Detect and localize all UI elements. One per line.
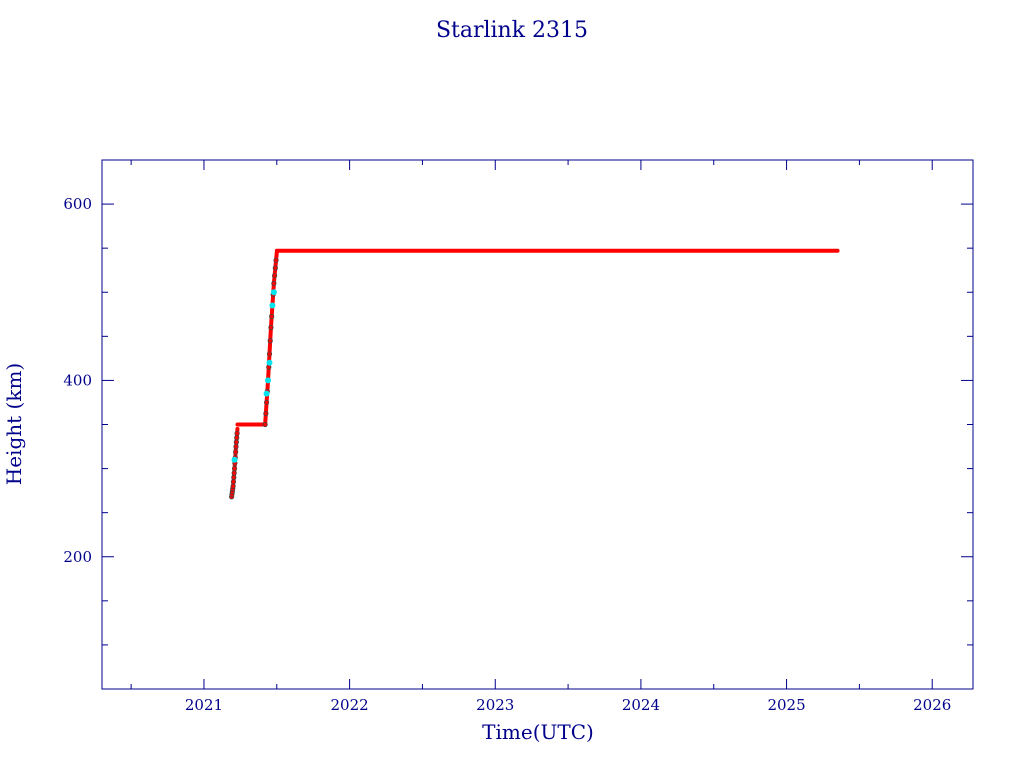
data-point xyxy=(233,449,239,455)
x-tick-label: 2021 xyxy=(185,696,223,714)
data-point xyxy=(233,443,239,450)
axis-ticks xyxy=(102,159,973,690)
tick-labels: 2021 2022 2023 2024 2025 2026 200 400 600 xyxy=(63,195,951,714)
data-point xyxy=(269,313,275,320)
data-point xyxy=(233,439,239,445)
y-tick-label: 600 xyxy=(63,195,92,213)
data-point xyxy=(234,430,240,436)
x-tick-label: 2023 xyxy=(476,696,514,714)
x-tick-label: 2022 xyxy=(331,696,369,714)
data-point xyxy=(234,435,240,441)
y-tick-label: 400 xyxy=(63,371,92,389)
data-point xyxy=(263,410,269,417)
transfer-point xyxy=(263,390,270,397)
x-axis-label: Time(UTC) xyxy=(482,720,594,744)
y-axis-label: Height (km) xyxy=(2,363,26,485)
x-tick-label: 2025 xyxy=(767,696,805,714)
y-tick-label: 200 xyxy=(63,548,92,566)
data-point xyxy=(268,324,274,331)
x-tick-label: 2026 xyxy=(913,696,951,714)
data-point xyxy=(271,280,277,287)
data-point xyxy=(230,483,236,489)
data-point xyxy=(231,470,237,476)
data-marks xyxy=(229,248,840,500)
transfer-point xyxy=(266,359,273,366)
data-point xyxy=(272,265,278,271)
x-tick-label: 2024 xyxy=(622,696,660,714)
chart-title: Starlink 2315 xyxy=(436,18,588,43)
data-point xyxy=(271,273,278,279)
plot-frame xyxy=(101,159,974,690)
data-point xyxy=(231,474,237,480)
data-point xyxy=(267,338,273,344)
transfer-point xyxy=(269,302,276,309)
data-point xyxy=(273,257,279,263)
data-point xyxy=(263,399,270,406)
data-point xyxy=(266,351,273,357)
data-point xyxy=(231,465,238,472)
data-point xyxy=(230,479,237,485)
transfer-point xyxy=(270,289,277,296)
transfer-point xyxy=(265,377,272,384)
transfer-point xyxy=(231,456,238,463)
data-point xyxy=(262,421,268,428)
